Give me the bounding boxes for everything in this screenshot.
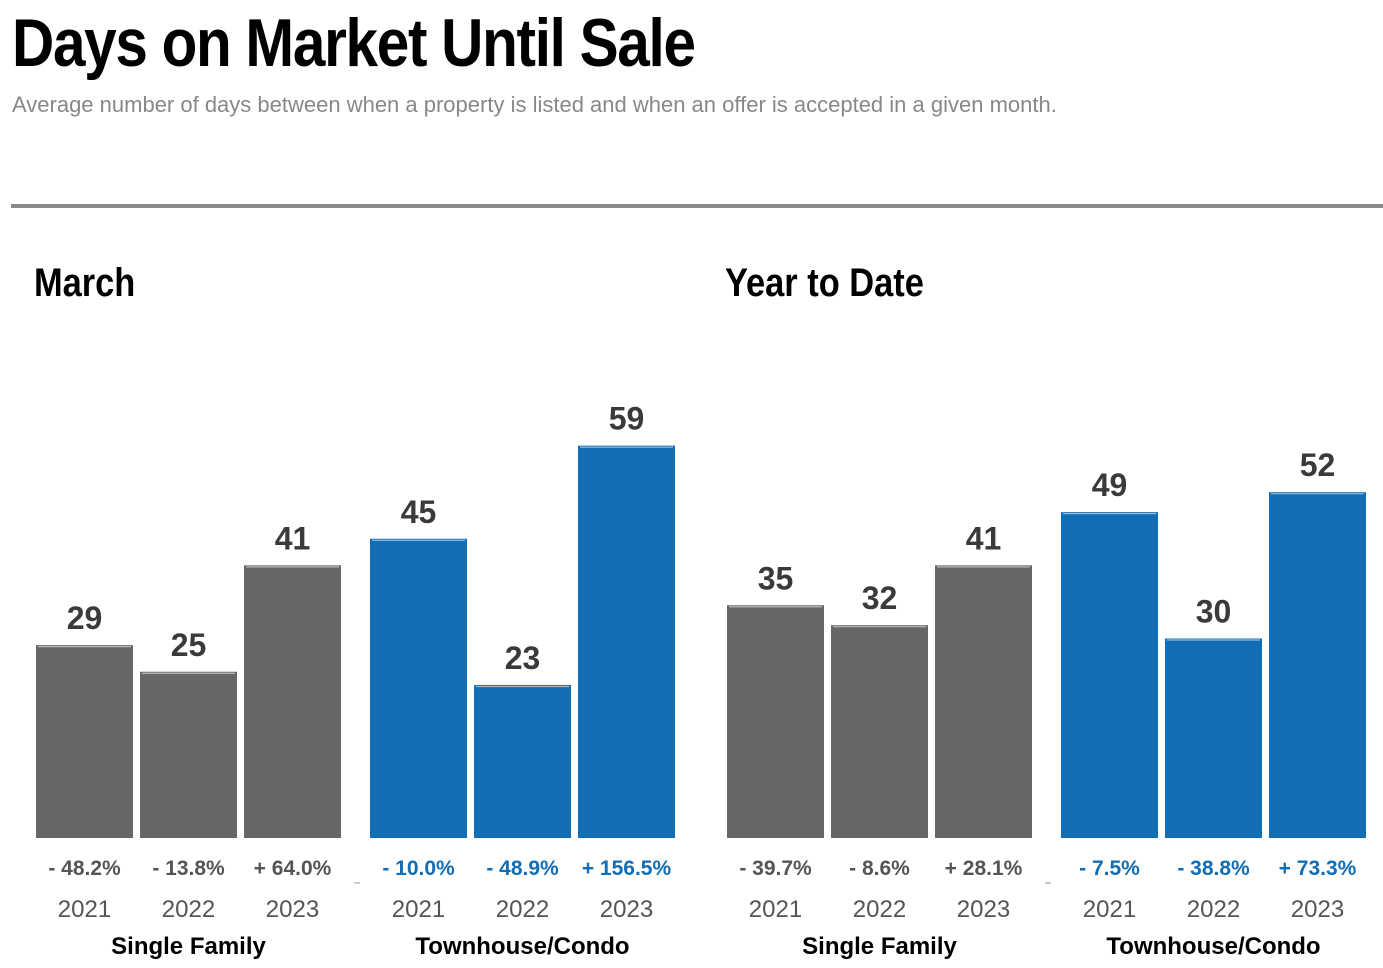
bar-value-label: 23 [505,640,541,676]
bar-value-label: 45 [401,494,437,530]
bar-value-label: 30 [1196,594,1232,630]
x-tick-label: 2022 [496,896,549,923]
change-label: - 8.6% [849,857,910,880]
x-tick-label: 2023 [1291,896,1344,923]
x-tick-label: 2022 [853,896,906,923]
x-tick-label: 2023 [266,896,319,923]
x-tick-label: 2022 [162,896,215,923]
x-tick-label: 2021 [392,896,445,923]
bar [1269,492,1366,838]
bar [474,685,571,838]
bar [1165,638,1262,838]
title-divider [11,204,1383,208]
chart-title-year-to-date: Year to Date [725,261,924,305]
change-label: + 73.3% [1279,857,1357,880]
change-label: - 13.8% [152,857,225,880]
page-title: Days on Market Until Sale [12,5,696,81]
x-tick-label: 2021 [1083,896,1136,923]
bar-value-label: 41 [275,520,311,556]
group-label: Townhouse/Condo [415,933,629,960]
x-tick-label: 2022 [1187,896,1240,923]
bar [140,671,237,838]
bar-value-label: 35 [758,560,794,596]
bar-value-label: 32 [862,580,898,616]
group-label: Single Family [111,933,266,960]
group-label: Single Family [802,933,957,960]
page-subtitle: Average number of days between when a pr… [12,92,1057,117]
bar [935,565,1032,838]
x-tick-label: 2021 [749,896,802,923]
bar [578,445,675,838]
bar [370,538,467,838]
x-tick-label: 2021 [58,896,111,923]
bar [36,645,133,838]
change-label: + 28.1% [945,857,1023,880]
bar-value-label: 25 [171,627,207,663]
change-label: - 10.0% [382,857,455,880]
change-label: + 64.0% [254,857,332,880]
bar [244,565,341,838]
bar-value-label: 52 [1300,447,1336,483]
bar [727,605,824,838]
bar-value-label: 41 [966,520,1002,556]
x-tick-label: 2023 [957,896,1010,923]
change-label: - 48.2% [48,857,121,880]
change-label: - 38.8% [1177,857,1250,880]
change-label: - 39.7% [739,857,812,880]
chart-title-march: March [34,261,136,305]
x-tick-label: 2023 [600,896,653,923]
bar [1061,512,1158,838]
bar-value-label: 59 [609,401,645,437]
group-label: Townhouse/Condo [1106,933,1320,960]
change-label: - 48.9% [486,857,559,880]
change-label: + 156.5% [582,857,672,880]
bar-value-label: 49 [1092,467,1128,503]
change-label: - 7.5% [1079,857,1140,880]
bar [831,625,928,838]
bar-value-label: 29 [67,600,103,636]
